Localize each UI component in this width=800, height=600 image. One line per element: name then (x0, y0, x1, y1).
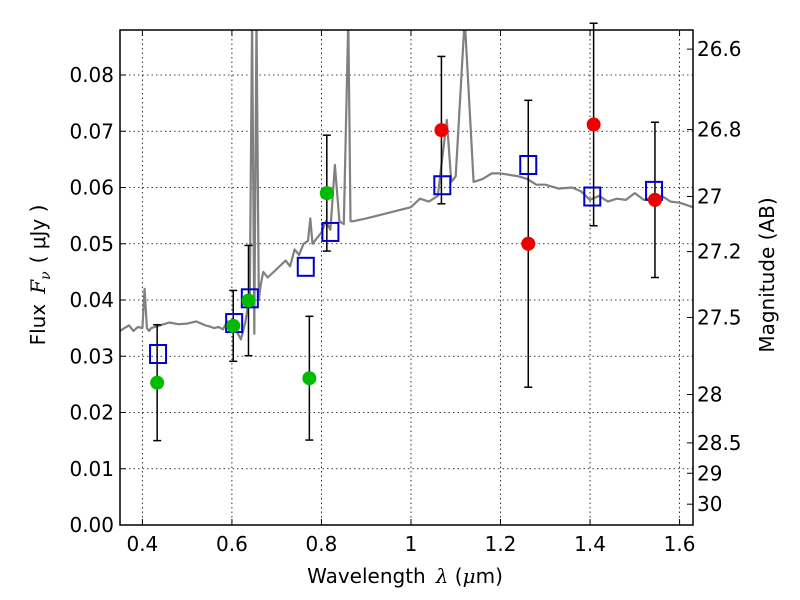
y2-tick-label: 26.8 (697, 118, 742, 142)
x-ticks: 0.4 0.6 0.8 1 1.2 1.4 1.6 (126, 30, 695, 556)
green-point (319, 186, 334, 201)
y2-tick-label: 28 (697, 383, 722, 407)
model-box (519, 155, 538, 175)
y-tick-label: 0.07 (69, 119, 114, 143)
spectrum-series (120, 30, 693, 341)
red-point (434, 123, 449, 138)
y2-axis-label: Magnitude (AB) (755, 197, 779, 352)
y-tick-label: 0.02 (69, 401, 114, 425)
model-box (149, 344, 168, 364)
model-box (583, 186, 602, 207)
y-tick-label: 0.04 (69, 288, 114, 312)
model-box (433, 175, 452, 196)
x-tick-label: 1 (405, 532, 418, 556)
y2-tick-label: 26.6 (697, 37, 742, 61)
y-tick-label: 0.05 (69, 232, 114, 256)
green-point (150, 375, 165, 390)
red-point (521, 236, 536, 251)
y-axis-label: FluxFν( μJy ) (26, 205, 54, 346)
y-tick-label: 0.08 (69, 63, 114, 87)
y-tick-label: 0.00 (69, 513, 114, 537)
red-point (586, 117, 601, 132)
y-tick-label: 0.03 (69, 344, 114, 368)
y-tick-label: 0.06 (69, 176, 114, 200)
x-tick-label: 1.6 (664, 532, 696, 556)
y2-tick-label: 29 (697, 461, 722, 485)
x-tick-label: 1.4 (574, 532, 606, 556)
green-point (241, 293, 256, 308)
green-point (302, 371, 317, 386)
y2-tick-label: 27 (697, 185, 722, 209)
green-point (226, 318, 241, 333)
x-tick-label: 0.8 (306, 532, 338, 556)
model-boxes (149, 155, 664, 364)
x-tick-label: 1.2 (485, 532, 517, 556)
x-tick-label: 0.6 (216, 532, 248, 556)
y2-tick-label: 27.2 (697, 240, 742, 264)
x-tick-label: 0.4 (126, 532, 158, 556)
data-points (150, 117, 662, 390)
y-tick-label: 0.01 (69, 457, 114, 481)
x-axis-label: Wavelength λ (μm) (307, 564, 503, 588)
model-box (296, 256, 315, 277)
red-point (647, 192, 662, 207)
y-ticks: 0.00 0.01 0.02 0.03 0.04 0.05 0.06 0.07 0.08 (69, 63, 126, 537)
y2-ticks: 26.6 26.8 27 27.2 27.5 28 28.5 29 30 (687, 37, 742, 516)
model-box (321, 221, 340, 242)
errorbars (153, 22, 659, 442)
grid-lines (120, 30, 693, 526)
y2-tick-label: 27.5 (697, 305, 742, 329)
plot-frame (119, 29, 694, 526)
y2-tick-label: 30 (697, 492, 722, 516)
y2-tick-label: 28.5 (697, 431, 742, 455)
spectrum-line (120, 30, 693, 341)
